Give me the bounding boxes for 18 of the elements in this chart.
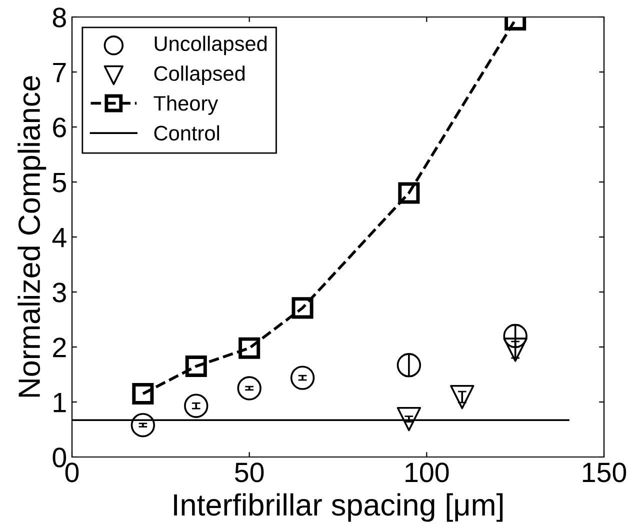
y-tick-label: 1 bbox=[54, 392, 66, 412]
legend-label: Collapsed bbox=[154, 66, 245, 86]
x-tick-label: 100 bbox=[406, 462, 449, 482]
y-tick-label: 0 bbox=[52, 448, 66, 468]
legend-label: Control bbox=[154, 125, 220, 141]
y-tick-label: 4 bbox=[52, 228, 66, 248]
legend-label: Uncollapsed bbox=[154, 36, 267, 56]
x-tick-label: 150 bbox=[582, 462, 626, 482]
y-tick-label: 5 bbox=[52, 172, 66, 192]
x-axis-title: Interfibrillar spacing [μm] bbox=[174, 493, 503, 522]
y-tick-label: 3 bbox=[52, 282, 66, 302]
y-tick-label: 6 bbox=[53, 118, 66, 138]
y-tick-label: 2 bbox=[53, 338, 66, 358]
y-axis-title: Normalized Compliance bbox=[18, 76, 46, 397]
y-tick-label: 8 bbox=[52, 8, 66, 28]
y-tick-label: 7 bbox=[53, 62, 66, 82]
legend-label: Theory bbox=[154, 95, 218, 115]
x-tick-label: 50 bbox=[234, 462, 264, 482]
